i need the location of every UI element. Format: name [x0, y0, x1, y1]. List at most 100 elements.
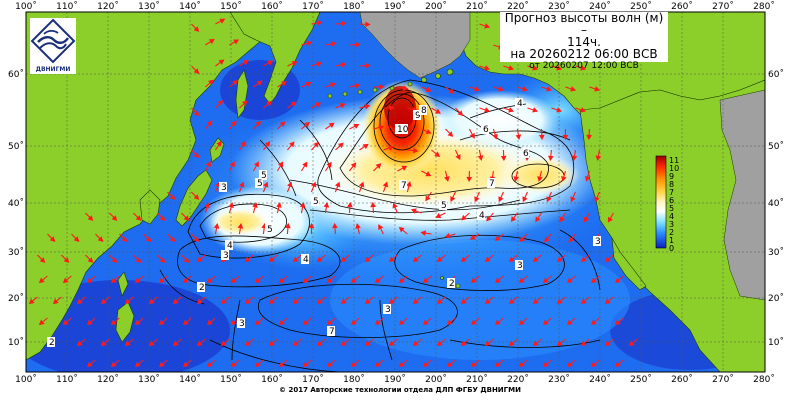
wave-arrow-head — [628, 340, 635, 347]
wave-arrow-head — [268, 298, 275, 305]
contour-label: 4 — [225, 240, 233, 251]
wave-arrow-head — [337, 142, 344, 149]
wave-arrow-head — [244, 256, 251, 263]
lon-label-top: 250˚ — [630, 1, 652, 12]
wave-arrow-head — [207, 79, 214, 86]
wave-arrow-head — [241, 100, 248, 107]
colorbar-label: 4 — [669, 212, 674, 221]
title-line-1: Прогноз высоты волн (м) – — [504, 11, 664, 37]
wave-arrow-head — [230, 277, 237, 284]
lon-label-top: 190˚ — [384, 1, 406, 12]
wave-arrow-head — [315, 102, 322, 108]
wave-arrow-head — [316, 256, 323, 263]
colorbar-label: 2 — [669, 228, 674, 237]
wave-arrow-head — [334, 181, 341, 188]
wave-arrow-head — [219, 18, 226, 24]
wave-arrow-head — [388, 340, 395, 347]
wave-arrow-head — [519, 236, 526, 242]
wave-arrow-head — [542, 361, 549, 368]
wave-arrow-head — [326, 319, 333, 326]
wave-arrow-head — [546, 196, 552, 203]
wave-arrow-head — [508, 298, 515, 305]
lat-label-left: 50˚ — [8, 141, 24, 152]
svg-text:4: 4 — [479, 211, 485, 221]
wave-arrow-head — [285, 222, 291, 229]
lon-label-top: 160˚ — [261, 1, 283, 12]
wave-arrow-head — [134, 361, 141, 368]
wave-arrow-head — [278, 319, 285, 326]
wave-arrow-head — [532, 65, 539, 71]
contour-label: 3 — [515, 260, 523, 271]
wave-arrow-head — [446, 361, 453, 368]
wave-arrow-head — [110, 277, 117, 284]
wave-arrow-head — [183, 257, 190, 263]
wave-arrow-head — [446, 319, 453, 326]
wave-arrow-head — [232, 80, 239, 86]
wave-arrow-head — [398, 227, 405, 233]
wave-arrow-head — [382, 181, 389, 188]
wave-arrow-head — [374, 277, 381, 284]
map-frame — [25, 11, 766, 373]
svg-text:4: 4 — [517, 99, 523, 109]
lon-label-top: 130˚ — [138, 1, 160, 12]
wave-arrow-head — [425, 128, 432, 135]
wave-arrow-head — [513, 176, 519, 182]
lon-label-bottom: 210˚ — [466, 374, 488, 385]
wave-arrow-head — [422, 361, 429, 368]
wave-arrow-head — [254, 361, 261, 368]
wave-arrow-head — [311, 181, 317, 188]
wave-arrow-head — [448, 88, 455, 94]
wave-arrow-head — [206, 120, 213, 127]
logo: ДВНИГМИ — [30, 18, 76, 74]
wave-arrow-head — [350, 162, 357, 169]
lon-label-top: 170˚ — [302, 1, 324, 12]
wave-arrow-head — [561, 175, 567, 182]
wave-arrow-head — [518, 319, 525, 326]
wave-arrow-head — [193, 152, 200, 158]
contour-label: 10 — [395, 124, 409, 135]
wave-arrow-head — [494, 235, 501, 242]
wave-arrow-head — [254, 319, 261, 326]
wave-arrow-head — [38, 277, 45, 284]
wave-arrow-head — [353, 123, 360, 129]
wave-arrow-head — [364, 256, 371, 263]
wave-arrow-head — [422, 319, 429, 326]
wave-arrow-head — [159, 257, 166, 263]
colorbar-label: 8 — [669, 180, 674, 189]
lat-label-right: 50˚ — [768, 141, 784, 152]
wave-arrow-head — [124, 340, 131, 347]
wave-arrow-head — [556, 298, 563, 305]
wave-arrow-head — [614, 361, 621, 368]
wave-arrow-head — [425, 86, 432, 92]
wave-arrow-head — [388, 298, 395, 305]
wave-arrow-head — [308, 222, 315, 229]
wave-arrow-head — [218, 59, 225, 65]
wave-arrow-head — [292, 256, 299, 263]
wave-arrow-head — [76, 340, 83, 347]
contour-label: 6 — [521, 148, 529, 159]
wave-arrow-head — [484, 298, 491, 305]
svg-text:5: 5 — [261, 171, 267, 181]
lat-label-left: 20˚ — [8, 293, 24, 304]
wave-arrow-head — [220, 298, 227, 305]
wave-arrow-head — [252, 202, 258, 209]
lon-label-top: 240˚ — [589, 1, 611, 12]
wave-arrow-head — [358, 181, 365, 188]
wave-arrow-head — [326, 361, 333, 368]
wave-arrow-head — [518, 361, 525, 368]
wave-arrow-head — [281, 81, 287, 87]
wave-arrow-head — [355, 223, 361, 229]
wave-arrow-head — [220, 340, 227, 347]
wave-arrow-head — [205, 161, 211, 168]
wave-arrow-head — [614, 277, 621, 284]
wave-arrow-head — [474, 196, 480, 203]
wave-arrow-head — [158, 277, 165, 284]
wave-arrow-head — [447, 131, 454, 137]
wave-arrow-head — [111, 257, 118, 263]
wave-arrow-head — [547, 155, 554, 162]
svg-text:3: 3 — [239, 319, 245, 329]
wave-arrow-head — [340, 62, 347, 68]
